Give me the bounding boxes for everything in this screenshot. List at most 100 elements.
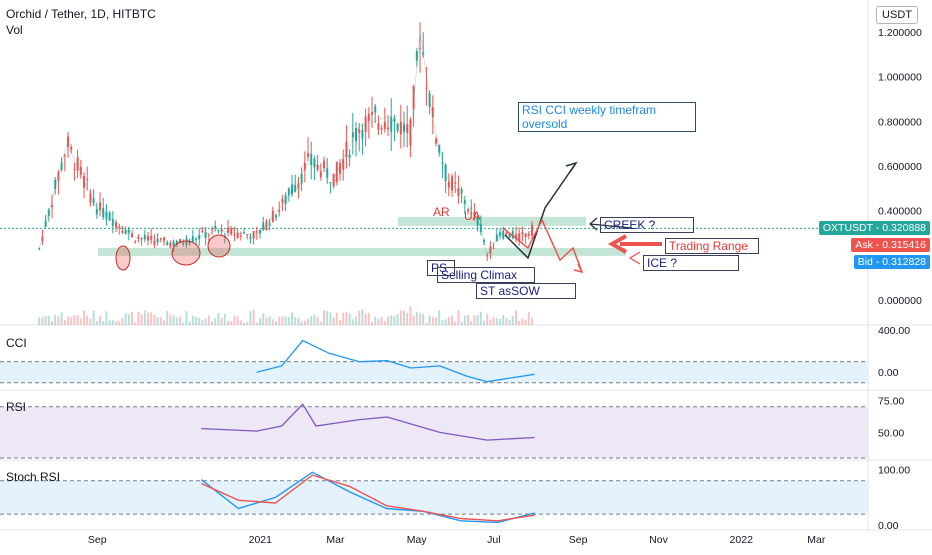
candle-body — [454, 182, 457, 184]
spring-ellipse — [171, 240, 201, 266]
volume-bar — [60, 312, 63, 325]
candle-body — [515, 234, 518, 239]
candle-body — [345, 141, 348, 158]
stoch-rsi-label: Stoch RSI — [6, 470, 61, 484]
candle-body — [118, 226, 121, 228]
volume-bar — [412, 315, 415, 325]
volume-bar — [473, 315, 476, 325]
st-sow-label[interactable]: ST asSOW — [476, 283, 576, 299]
symbol-title[interactable]: Orchid / Tether, 1D, HITBTC — [6, 7, 156, 21]
indicator-band — [0, 406, 868, 458]
candle-body — [326, 168, 329, 178]
currency-button[interactable]: USDT — [876, 6, 918, 24]
candle-body — [83, 175, 86, 188]
candle-body — [233, 234, 236, 236]
volume-bar — [131, 311, 134, 325]
candle-body — [259, 230, 262, 234]
volume-bar — [121, 317, 124, 325]
candle-body — [390, 116, 393, 132]
volume-bar — [399, 310, 402, 325]
volume-bar — [492, 317, 495, 325]
volume-bar — [303, 320, 306, 325]
ice-label[interactable]: ICE ? — [643, 255, 739, 271]
candle-body — [521, 232, 524, 235]
candle-body — [121, 231, 124, 234]
volume-bar — [223, 313, 226, 325]
volume-bar — [390, 315, 393, 325]
volume-bar — [383, 320, 386, 325]
stoch-line-k — [200, 471, 535, 524]
volume-bar — [150, 312, 153, 325]
volume-bar — [479, 311, 482, 325]
trading-range-label[interactable]: Trading Range — [665, 238, 759, 254]
volume-bar — [127, 313, 130, 325]
candle-body — [393, 117, 396, 122]
candle-body — [92, 198, 95, 204]
candle-body — [108, 212, 111, 221]
stoch-line-d — [201, 474, 535, 522]
volume-bar — [111, 320, 114, 325]
candle-body — [463, 200, 466, 204]
volume-bar — [294, 317, 297, 325]
rsi-cci-note[interactable]: RSI CCI weekly timefram oversold — [518, 102, 696, 132]
volume-bar — [204, 318, 207, 325]
price-axis-tick: 1.000000 — [878, 72, 922, 84]
candle-body — [182, 242, 185, 245]
volume-bar — [508, 319, 511, 325]
creek-label[interactable]: CREEK ? — [600, 217, 694, 233]
volume-bar — [355, 316, 358, 325]
candle-body — [159, 238, 162, 240]
volume-bar — [451, 315, 454, 325]
volume-bar — [406, 312, 409, 325]
candle-body — [495, 234, 498, 242]
volume-bar — [95, 320, 98, 325]
volume-bar — [38, 317, 41, 325]
candle-body — [236, 232, 239, 238]
candle-body — [143, 235, 146, 240]
candle-body — [508, 233, 511, 238]
volume-bar — [73, 315, 76, 325]
candle-body — [262, 222, 265, 230]
volume-bar — [380, 317, 383, 325]
candle-body — [300, 174, 303, 184]
candle-body — [38, 248, 41, 250]
volume-bar — [47, 316, 50, 325]
volume-bar — [163, 320, 166, 325]
volume-bar — [438, 310, 441, 325]
candle-body — [47, 209, 50, 216]
volume-bar — [79, 318, 82, 325]
indicator-band — [0, 361, 868, 383]
volume-bar — [521, 318, 524, 325]
candle-body — [348, 154, 351, 158]
candle-body — [380, 128, 383, 130]
volume-bar — [230, 321, 233, 325]
candle-body — [134, 241, 137, 243]
volume-bar — [191, 315, 194, 325]
candle-body — [409, 119, 412, 146]
candle-body — [351, 132, 354, 138]
candle-body — [297, 183, 300, 189]
bid-price-tag: Bid - 0.312828 — [853, 255, 930, 269]
volume-bar — [92, 310, 95, 325]
selling-climax-label[interactable]: Selling Climax — [437, 267, 535, 283]
volume-bar — [147, 312, 150, 325]
volume-bar — [511, 316, 514, 325]
candle-body — [511, 231, 514, 239]
ps-label[interactable]: PS — [427, 260, 455, 276]
volume-bar — [156, 317, 159, 325]
volume-bar — [143, 310, 146, 325]
volume-bar — [425, 322, 428, 325]
candle-body — [169, 243, 172, 248]
volume-bar — [435, 317, 438, 325]
volume-bar — [211, 321, 214, 325]
candle-body — [207, 234, 210, 236]
volume-bar — [348, 313, 351, 325]
candle-body — [281, 199, 284, 203]
bull-arrowhead — [565, 161, 578, 173]
candle-body — [447, 181, 450, 188]
candle-body — [441, 162, 444, 164]
candle-body — [364, 116, 367, 133]
volume-bar — [310, 315, 313, 325]
